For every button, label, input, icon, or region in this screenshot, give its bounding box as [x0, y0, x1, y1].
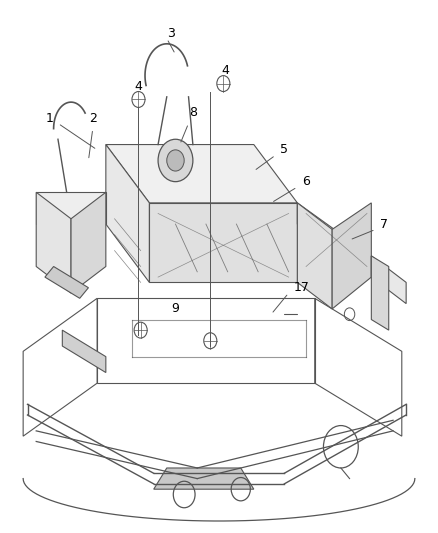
- Text: 6: 6: [302, 175, 310, 188]
- Polygon shape: [62, 330, 106, 373]
- Text: 9: 9: [172, 302, 180, 316]
- Polygon shape: [71, 192, 106, 293]
- Polygon shape: [106, 144, 149, 282]
- Polygon shape: [154, 468, 254, 489]
- Text: 4: 4: [134, 80, 142, 93]
- Text: 8: 8: [189, 106, 197, 119]
- Polygon shape: [45, 266, 88, 298]
- Polygon shape: [36, 192, 71, 293]
- Text: 2: 2: [89, 111, 97, 125]
- Polygon shape: [106, 144, 297, 203]
- Text: 4: 4: [222, 64, 230, 77]
- Polygon shape: [297, 203, 332, 309]
- Polygon shape: [36, 192, 106, 224]
- Polygon shape: [371, 256, 406, 304]
- Circle shape: [158, 139, 193, 182]
- Polygon shape: [332, 203, 371, 309]
- Circle shape: [167, 150, 184, 171]
- Polygon shape: [149, 203, 297, 282]
- Text: 5: 5: [280, 143, 288, 156]
- Text: 1: 1: [45, 111, 53, 125]
- Text: 7: 7: [380, 217, 389, 231]
- Polygon shape: [371, 256, 389, 330]
- Text: 17: 17: [294, 281, 310, 294]
- Polygon shape: [297, 203, 371, 277]
- Text: 3: 3: [167, 27, 175, 39]
